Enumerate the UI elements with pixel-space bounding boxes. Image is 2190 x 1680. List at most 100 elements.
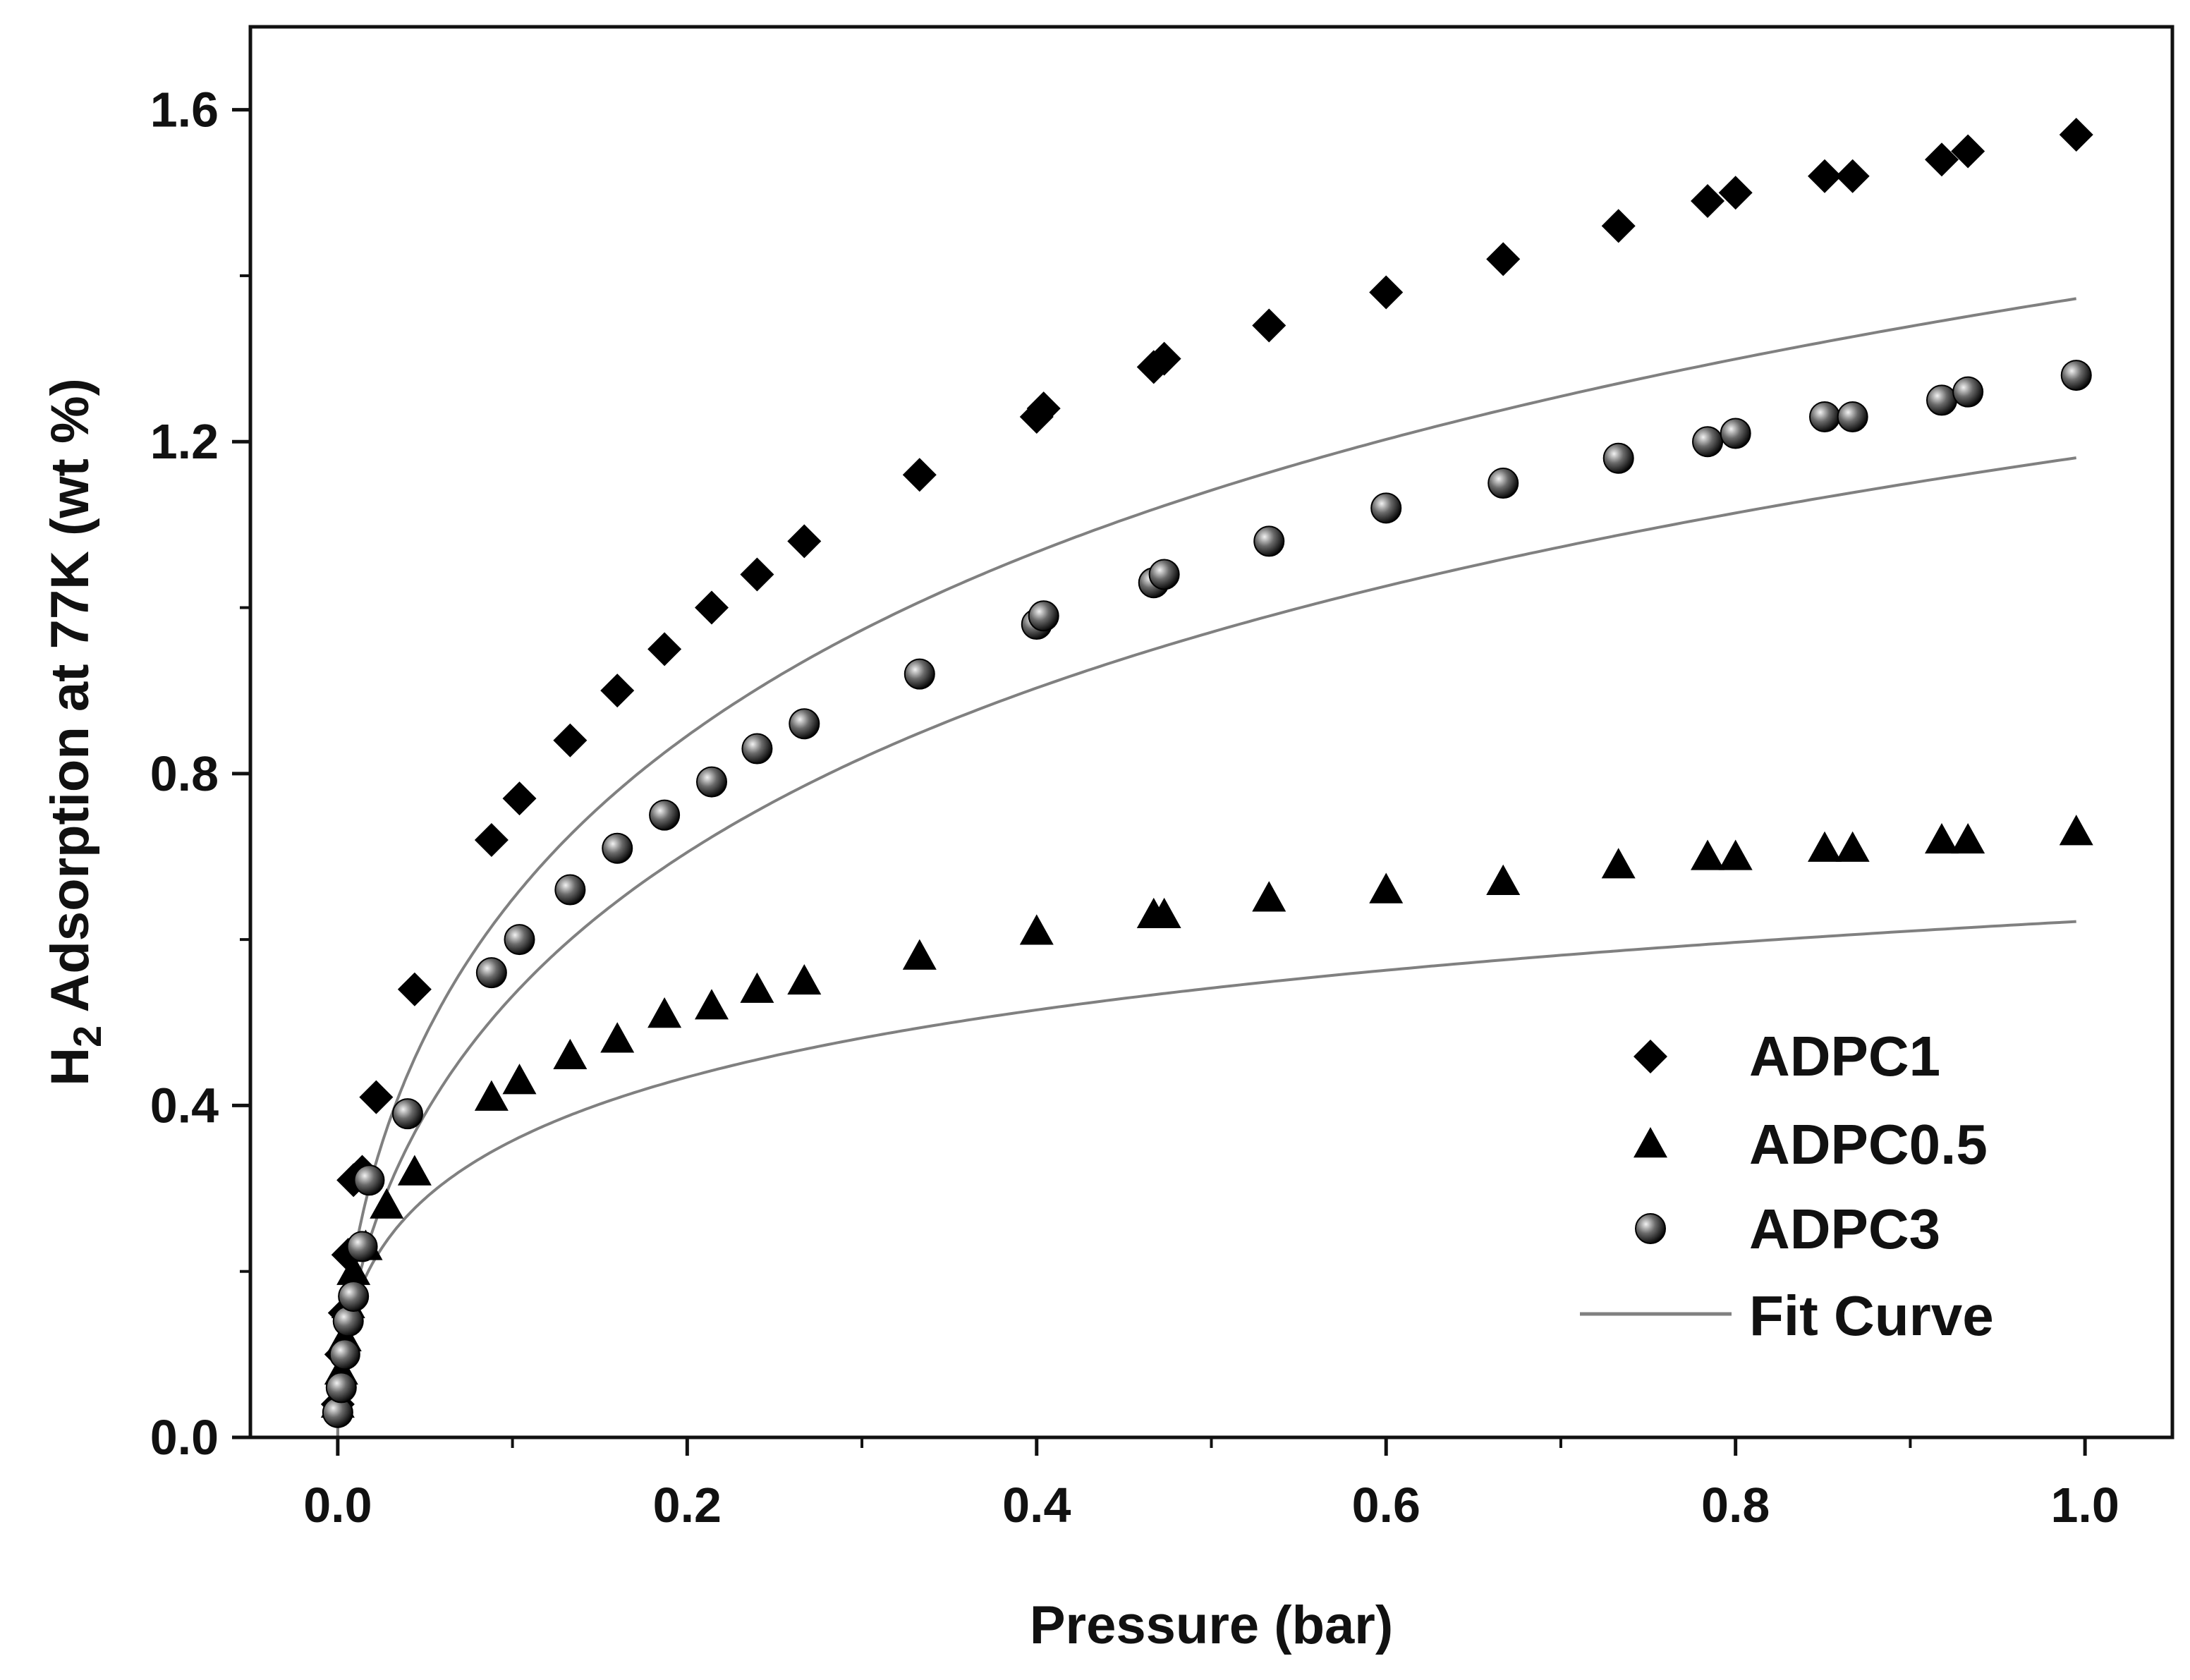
legend-marker-adpc3 bbox=[1635, 1213, 1666, 1244]
x-axis-title: Pressure (bar) bbox=[1030, 1595, 1393, 1655]
data-point-adpc1 bbox=[787, 524, 822, 559]
legend-label-adpc0-5: ADPC0.5 bbox=[1749, 1113, 1988, 1176]
data-point-adpc0-5 bbox=[1147, 897, 1181, 929]
data-point-adpc3 bbox=[475, 957, 507, 989]
x-tick-label: 0.0 bbox=[303, 1478, 372, 1533]
legend: ADPC1 ADPC0.5 ADPC3 Fit Curve bbox=[1580, 1025, 1994, 1347]
y-axis-title-subscript: 2 bbox=[65, 1025, 109, 1047]
data-point-adpc3 bbox=[346, 1231, 378, 1262]
data-point-adpc3 bbox=[649, 799, 681, 831]
data-point-adpc0-5 bbox=[2059, 815, 2093, 846]
data-point-adpc3 bbox=[904, 658, 935, 690]
data-point-adpc3 bbox=[1148, 559, 1180, 590]
data-point-adpc3 bbox=[1926, 384, 1957, 416]
y-tick-label: 1.6 bbox=[150, 83, 219, 138]
data-point-adpc1 bbox=[1835, 159, 1870, 193]
data-point-adpc3 bbox=[554, 874, 586, 906]
data-point-adpc0-5 bbox=[1601, 848, 1636, 879]
data-point-adpc3 bbox=[789, 708, 820, 740]
data-point-adpc1 bbox=[740, 557, 774, 592]
data-point-adpc3 bbox=[1720, 418, 1751, 449]
data-point-adpc3 bbox=[741, 733, 773, 765]
data-point-adpc0-5 bbox=[1369, 872, 1404, 903]
data-point-adpc1 bbox=[359, 1080, 394, 1114]
data-point-adpc0-5 bbox=[1691, 839, 1725, 870]
fit-curve-adpc0-5 bbox=[336, 920, 2076, 1437]
legend-marker-shape bbox=[1635, 1213, 1666, 1244]
data-point-adpc0-5 bbox=[902, 939, 937, 970]
data-point-adpc1 bbox=[336, 1163, 371, 1198]
data-point-adpc0-5 bbox=[740, 972, 774, 1003]
data-point-adpc0-5 bbox=[1925, 822, 1959, 854]
data-point-adpc0-5 bbox=[695, 989, 729, 1020]
data-point-adpc3 bbox=[1692, 426, 1724, 458]
data-point-adpc1 bbox=[1808, 159, 1842, 193]
legend-marker-shape bbox=[1634, 1040, 1667, 1073]
data-point-adpc0-5 bbox=[336, 1254, 371, 1285]
data-point-adpc0-5 bbox=[1252, 881, 1286, 912]
data-point-adpc1 bbox=[1136, 350, 1171, 384]
data-point-adpc1 bbox=[1486, 242, 1521, 276]
data-point-adpc0-5 bbox=[647, 997, 682, 1028]
data-point-adpc0-5 bbox=[502, 1064, 537, 1095]
legend-label-fit-curve: Fit Curve bbox=[1749, 1284, 1994, 1347]
data-point-adpc3 bbox=[1952, 376, 1984, 408]
y-tick-label: 0.4 bbox=[150, 1078, 219, 1133]
legend-label-adpc3: ADPC3 bbox=[1749, 1198, 1940, 1260]
y-axis-title: H2 Adsorption at 77K (wt %) bbox=[40, 378, 109, 1086]
data-point-adpc1 bbox=[474, 822, 509, 857]
y-tick-label: 0.8 bbox=[150, 746, 219, 801]
data-point-adpc1 bbox=[553, 723, 588, 757]
x-tick-label: 0.8 bbox=[1701, 1478, 1770, 1533]
data-point-adpc0-5 bbox=[1835, 831, 1870, 862]
data-point-adpc0-5 bbox=[1808, 831, 1842, 862]
data-point-adpc3 bbox=[329, 1339, 360, 1370]
data-point-adpc0-5 bbox=[1718, 839, 1753, 870]
x-tick-label: 1.0 bbox=[2050, 1478, 2119, 1533]
data-point-adpc3 bbox=[1253, 525, 1285, 557]
data-point-adpc3 bbox=[1809, 401, 1841, 432]
data-point-adpc3 bbox=[504, 924, 535, 956]
data-point-adpc3 bbox=[1370, 492, 1402, 524]
data-point-adpc0-5 bbox=[370, 1188, 404, 1219]
data-point-adpc1 bbox=[1925, 142, 1959, 177]
x-tick-label: 0.6 bbox=[1352, 1478, 1421, 1533]
data-point-adpc1 bbox=[1601, 209, 1636, 243]
data-point-adpc3 bbox=[1028, 600, 1059, 632]
data-point-adpc1 bbox=[1147, 341, 1181, 376]
fit-curve-adpc3 bbox=[336, 456, 2076, 1437]
data-point-adpc0-5 bbox=[1019, 914, 1054, 945]
legend-marker-shape bbox=[1634, 1127, 1667, 1158]
data-point-adpc1 bbox=[600, 674, 635, 708]
axis-ticks: 0.0 0.2 0.4 0.6 0.8 1.0 0.0 0.4 0.8 1.2 1.6 bbox=[150, 83, 2119, 1533]
data-point-adpc1 bbox=[331, 1238, 365, 1272]
data-point-adpc1 bbox=[695, 590, 729, 625]
data-point-adpc3 bbox=[2060, 360, 2092, 391]
data-point-adpc1 bbox=[2059, 117, 2093, 152]
data-point-adpc3 bbox=[1488, 468, 1519, 499]
data-point-adpc1 bbox=[397, 972, 432, 1006]
data-point-adpc3 bbox=[391, 1098, 423, 1130]
data-point-adpc1 bbox=[1252, 308, 1286, 343]
data-point-adpc3 bbox=[1602, 442, 1634, 474]
legend-marker-adpc1 bbox=[1634, 1040, 1667, 1073]
data-point-adpc1 bbox=[1951, 134, 1985, 169]
y-tick-label: 0.0 bbox=[150, 1410, 219, 1465]
data-points bbox=[320, 117, 2093, 1428]
data-point-adpc1 bbox=[1026, 391, 1061, 426]
data-point-adpc1 bbox=[502, 781, 537, 816]
y-tick-label: 1.2 bbox=[150, 414, 219, 469]
x-tick-label: 0.2 bbox=[653, 1478, 722, 1533]
data-point-adpc3 bbox=[353, 1164, 385, 1196]
x-tick-label: 0.4 bbox=[1002, 1478, 1071, 1533]
data-point-adpc0-5 bbox=[553, 1038, 588, 1070]
data-point-adpc1 bbox=[647, 632, 682, 666]
data-point-adpc3 bbox=[696, 766, 727, 798]
data-point-adpc3 bbox=[1837, 401, 1868, 432]
data-point-adpc3 bbox=[602, 832, 633, 864]
legend-marker-adpc0-5 bbox=[1634, 1127, 1667, 1158]
data-point-adpc0-5 bbox=[397, 1155, 432, 1186]
data-point-adpc1 bbox=[1718, 176, 1753, 210]
